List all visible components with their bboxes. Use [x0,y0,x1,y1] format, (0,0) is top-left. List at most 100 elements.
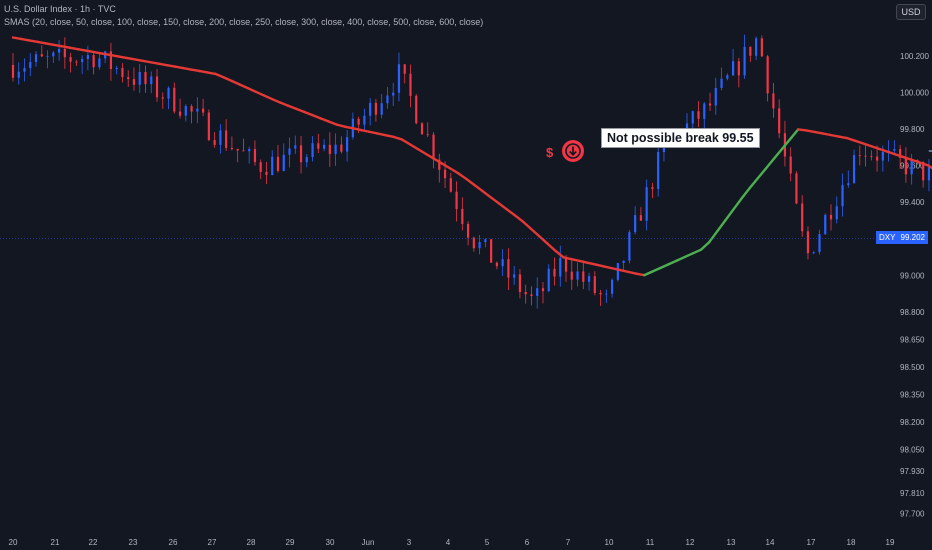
candle-body [225,130,228,148]
sma-segment [829,133,840,138]
candle-body [472,237,475,249]
currency-button[interactable]: USD [896,4,926,20]
candle-body [346,137,349,152]
candle-body [17,71,20,78]
candle-body [484,239,487,243]
candle-body [271,156,274,175]
candle-body [806,231,810,254]
candle-body [835,206,838,220]
candle-body [864,155,867,157]
sma-segment [254,90,266,97]
candle-body [904,157,907,175]
sma-segment [877,147,889,153]
candle-body [616,263,619,280]
candle-body [409,73,412,96]
sma-segment [643,270,654,277]
candle-body [380,103,383,115]
candle-body [513,274,516,278]
sma-segment [125,56,136,61]
candle-body [852,155,856,184]
callout-label[interactable]: Not possible break 99.55 [601,128,760,148]
candle-body [386,95,389,104]
sma-segment [635,272,646,277]
sma-segment [699,241,711,251]
sma-segment [335,123,347,128]
x-tick-label: 14 [766,538,775,547]
sma-segment [570,257,581,263]
sma-segment [772,147,784,160]
candle-body [253,149,257,163]
candle-body [340,144,343,152]
y-tick-label: 98.350 [900,390,925,399]
sma-segment [303,110,314,117]
sma-segment [497,202,508,211]
candle-body [501,259,504,267]
candle-body [449,178,452,192]
y-tick-label: 99.800 [900,125,925,134]
x-tick-label: 30 [326,538,335,547]
candle-body [92,55,95,68]
x-tick-label: 19 [886,538,895,547]
candle-body [559,257,562,277]
sma-segment [780,137,792,151]
candle-body [392,92,395,96]
y-tick-label: 99.000 [900,271,925,280]
candle-body [507,259,510,278]
candle-body [11,64,15,78]
candle-body [639,215,643,221]
x-tick-label: 23 [129,538,138,547]
sma-segment [400,138,411,146]
sma-segment [918,161,929,167]
sma-segment [133,58,144,62]
sma-segment [68,46,79,51]
candle-body [63,48,66,58]
candle-body [115,67,118,70]
candle-body [29,61,32,69]
candle-body [564,257,568,272]
candle-body [910,159,913,175]
sma-segment [92,50,104,55]
sma-segment [546,242,557,252]
candle-body [121,67,124,78]
candle-body [570,271,573,280]
sma-segment [351,127,363,132]
sma-segment [448,167,460,175]
sma-segment [756,167,768,180]
candle-body [795,173,798,204]
y-tick-label: 98.050 [900,445,925,454]
sma-segment [691,248,703,255]
candle-body [432,134,435,160]
candle-body [587,276,591,282]
sma-segment [60,45,71,49]
sma-segment [262,94,274,101]
sma-segment [473,183,484,193]
candle-body [801,203,804,232]
candles [11,34,931,309]
sma-segment [367,130,379,135]
candle-body [443,169,447,179]
candle-body [927,167,931,181]
sma-segment [100,52,112,57]
sma-segment [529,227,541,238]
sma-segment [627,270,638,275]
candle-body [357,118,360,125]
sma-segment [537,234,549,245]
candle-body [541,288,545,292]
candle-body [46,56,49,58]
sma-segment [117,55,128,60]
x-tick-label: 17 [807,538,816,547]
candle-body [127,77,130,80]
candle-body [57,48,61,53]
candle-body [518,274,522,293]
sma-segment [416,147,428,156]
y-tick-label: 97.700 [900,509,925,518]
candle-body [870,156,873,157]
candle-body [196,108,199,112]
indicator-legend[interactable]: SMAS (20, close, 50, close, 100, close, … [4,17,484,27]
price-tag-value: 99.202 [900,233,925,242]
candle-body [789,156,792,174]
sma-segment [716,219,727,233]
sma-segment [586,261,598,266]
sma-segment [457,172,468,181]
